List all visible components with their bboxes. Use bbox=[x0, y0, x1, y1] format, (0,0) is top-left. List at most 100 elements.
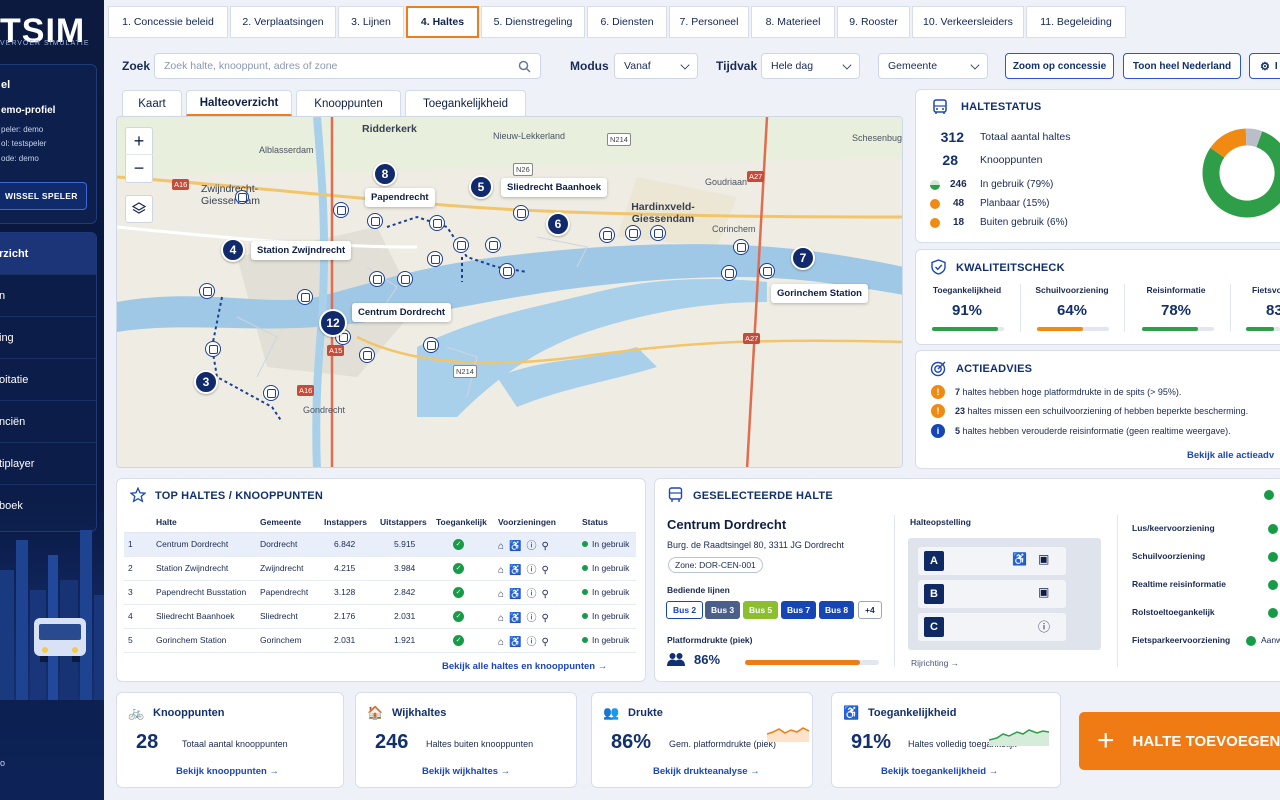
bus-stop-marker[interactable] bbox=[359, 347, 375, 363]
switch-player-button[interactable]: WISSEL SPELER bbox=[0, 182, 87, 210]
bus-stop-marker[interactable] bbox=[485, 237, 501, 253]
add-stop-label: HALTE TOEVOEGEN bbox=[1132, 732, 1280, 750]
cell-accessible: ✓ bbox=[436, 556, 498, 581]
quality-value-travel-info: 78% bbox=[1160, 302, 1192, 319]
kpi-link[interactable]: Bekijk wijkhaltes → bbox=[422, 766, 511, 777]
table-row[interactable]: 3 Papendrecht Busstation Papendrecht 3.128 2… bbox=[124, 580, 636, 605]
map-label-papendrecht[interactable]: Papendrecht bbox=[365, 188, 435, 207]
tab-rooster[interactable]: 9. Rooster bbox=[837, 6, 910, 38]
bus-stop-marker[interactable] bbox=[429, 215, 445, 231]
subtab-toegankelijkheid[interactable]: Toegankelijkheid bbox=[405, 90, 526, 116]
all-advice-link[interactable]: Bekijk alle actieadv bbox=[1187, 450, 1275, 461]
all-stops-link[interactable]: Bekijk alle haltes en knooppunten → bbox=[442, 661, 608, 672]
municipality-select[interactable]: Gemeente bbox=[878, 53, 988, 79]
subtab-knooppunten[interactable]: Knooppunten bbox=[296, 90, 401, 116]
status-dot bbox=[582, 613, 588, 619]
subtab-kaart[interactable]: Kaart bbox=[122, 90, 182, 116]
bus-stop-marker[interactable] bbox=[513, 205, 529, 221]
kpi-link[interactable]: Bekijk toegankelijkheid → bbox=[881, 766, 999, 777]
map-label-centrum-dordrecht[interactable]: Centrum Dordrecht bbox=[352, 303, 452, 322]
sidebar-item-2[interactable]: n bbox=[0, 275, 96, 317]
bus-stop-marker[interactable] bbox=[453, 237, 469, 253]
zoom-out-button[interactable]: − bbox=[133, 158, 145, 178]
timeslot-select[interactable]: Hele dag bbox=[761, 53, 860, 79]
sidebar-item-overzicht[interactable]: rzicht bbox=[0, 233, 96, 275]
kpi-card-0[interactable] bbox=[116, 692, 344, 788]
map-pin-4[interactable]: 4 bbox=[221, 238, 245, 262]
in-use-label: In gebruik (79%) bbox=[980, 179, 1054, 190]
table-row[interactable]: 5 Gorinchem Station Gorinchem 2.031 1.921 ✓ ⌂ ♿… bbox=[124, 628, 636, 653]
donut-slice bbox=[1245, 128, 1263, 148]
line-tag-bus5[interactable]: Bus 5 bbox=[743, 601, 779, 619]
kpi-link[interactable]: Bekijk knooppunten → bbox=[176, 766, 279, 777]
tab-verplaatsingen[interactable]: 2. Verplaatsingen bbox=[230, 6, 336, 38]
tab-personeel[interactable]: 7. Personeel bbox=[669, 6, 749, 38]
tab-dienstregeling[interactable]: 5. Dienstregeling bbox=[481, 6, 585, 38]
bus-stop-marker[interactable] bbox=[733, 239, 749, 255]
more-lines-tag[interactable]: +4 bbox=[858, 601, 882, 619]
map-pin-8[interactable]: 8 bbox=[373, 162, 397, 186]
map-label-gorinchem-station[interactable]: Gorinchem Station bbox=[771, 284, 868, 303]
bus-stop-marker[interactable] bbox=[423, 337, 439, 353]
settings-button[interactable]: ⚙ I bbox=[1249, 53, 1280, 79]
zoom-concession-button[interactable]: Zoom op concessie bbox=[1005, 53, 1114, 79]
mode-select[interactable]: Vanaf bbox=[614, 53, 698, 79]
line-tag-bus2[interactable]: Bus 2 bbox=[666, 601, 704, 619]
bus-stop-marker[interactable] bbox=[721, 265, 737, 281]
map-pin-6[interactable]: 6 bbox=[546, 212, 570, 236]
table-row[interactable]: 2 Station Zwijndrecht Zwijndrecht 4.215 3.98… bbox=[124, 556, 636, 581]
tab-begeleiding[interactable]: 11. Begeleiding bbox=[1026, 6, 1126, 38]
layers-button[interactable] bbox=[125, 195, 153, 223]
tab-materieel[interactable]: 8. Materieel bbox=[751, 6, 835, 38]
status-text: In gebruik bbox=[592, 611, 630, 621]
table-row[interactable]: 1 Centrum Dordrecht Dordrecht 6.842 5.915 ✓ ⌂ ♿… bbox=[124, 532, 636, 557]
map-pin-12[interactable]: 12 bbox=[319, 309, 347, 337]
tab-diensten[interactable]: 6. Diensten bbox=[587, 6, 667, 38]
bus-stop-marker[interactable] bbox=[759, 263, 775, 279]
sidebar-item-3[interactable]: ing bbox=[0, 317, 96, 359]
kpi-link[interactable]: Bekijk drukteanalyse → bbox=[653, 766, 760, 777]
bus-stop-marker[interactable] bbox=[263, 385, 279, 401]
map-pin-5[interactable]: 5 bbox=[469, 175, 493, 199]
zoom-in-button[interactable]: + bbox=[125, 128, 153, 156]
subtab-halteoverzicht[interactable]: Halteoverzicht bbox=[186, 90, 292, 116]
bus-stop-marker[interactable] bbox=[599, 227, 615, 243]
sidebar-item-exploitatie[interactable]: oitatie bbox=[0, 359, 96, 401]
map-label-sliedrecht-baanhoek[interactable]: Sliedrecht Baanhoek bbox=[501, 178, 607, 197]
bus-stop-marker[interactable] bbox=[625, 225, 641, 241]
table-row[interactable]: 4 Sliedrecht Baanhoek Sliedrecht 2.176 2.031… bbox=[124, 604, 636, 629]
tab-concessie-beleid[interactable]: 1. Concessie beleid bbox=[108, 6, 228, 38]
tab-verkeersleiders[interactable]: 10. Verkeersleiders bbox=[912, 6, 1024, 38]
map-label-station-zwijndrecht[interactable]: Station Zwijndrecht bbox=[251, 241, 352, 260]
kpi-card-1[interactable] bbox=[355, 692, 577, 788]
status-dot bbox=[582, 541, 588, 547]
line-tag-bus8[interactable]: Bus 8 bbox=[819, 601, 855, 619]
platform-slot-b[interactable]: B ▣ bbox=[918, 580, 1066, 608]
bus-stop-marker[interactable] bbox=[367, 213, 383, 229]
bus-stop-marker[interactable] bbox=[499, 263, 515, 279]
platform-slot-a[interactable]: A ♿ ▣ bbox=[918, 547, 1066, 575]
map-pin-3[interactable]: 3 bbox=[194, 370, 218, 394]
tab-haltes[interactable]: 4. Haltes bbox=[406, 6, 479, 38]
add-stop-button[interactable]: + HALTE TOEVOEGEN bbox=[1079, 712, 1280, 770]
bus-stop-marker[interactable] bbox=[205, 341, 221, 357]
bus-stop-marker[interactable] bbox=[427, 251, 443, 267]
bus-stop-marker[interactable] bbox=[369, 271, 385, 287]
timeslot-value: Hele dag bbox=[771, 60, 814, 72]
line-tag-bus7[interactable]: Bus 7 bbox=[781, 601, 817, 619]
line-tag-bus3[interactable]: Bus 3 bbox=[705, 601, 741, 619]
bus-stop-marker[interactable] bbox=[333, 202, 349, 218]
bus-stop-marker[interactable] bbox=[397, 271, 413, 287]
tab-lijnen[interactable]: 3. Lijnen bbox=[338, 6, 404, 38]
bus-stop-marker[interactable] bbox=[650, 225, 666, 241]
show-netherlands-button[interactable]: Toon heel Nederland bbox=[1123, 53, 1241, 79]
stops-map[interactable]: Ridderkerk Alblasserdam Nieuw-Lekkerland… bbox=[116, 116, 903, 468]
search-input[interactable]: Zoek halte, knooppunt, adres of zone bbox=[154, 53, 541, 79]
map-pin-7[interactable]: 7 bbox=[791, 246, 815, 270]
sidebar-item-financien[interactable]: nciën bbox=[0, 401, 96, 443]
bus-stop-marker[interactable] bbox=[235, 190, 249, 204]
sidebar-item-multiplayer[interactable]: tiplayer bbox=[0, 443, 96, 485]
bus-stop-marker[interactable] bbox=[199, 283, 215, 299]
bus-stop-marker[interactable] bbox=[297, 289, 313, 305]
